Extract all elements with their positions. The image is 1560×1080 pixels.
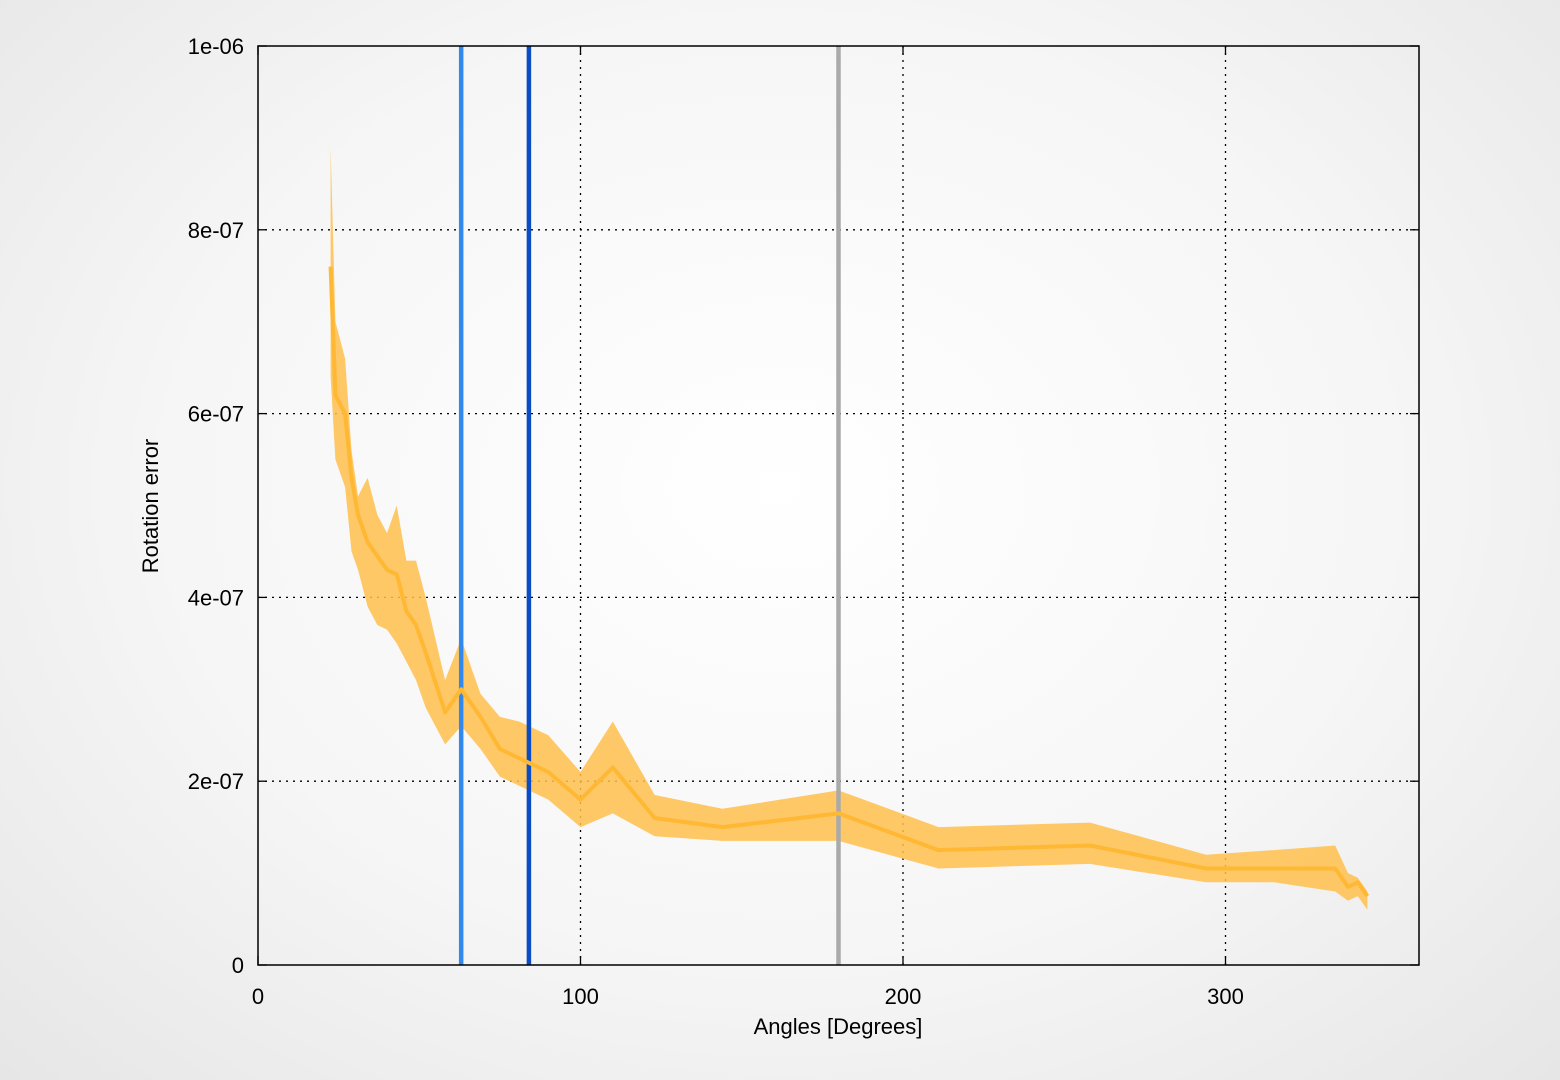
x-tick-label: 100 (562, 984, 599, 1009)
y-tick-label: 2e-07 (188, 769, 244, 794)
mean-lines (328, 266, 1370, 898)
x-tick-label: 0 (252, 984, 264, 1009)
y-tick-label: 1e-06 (188, 34, 244, 59)
axis-ticks (257, 45, 1419, 966)
x-tick-label: 300 (1207, 984, 1244, 1009)
error-band (330, 147, 1368, 910)
y-tick-label: 4e-07 (188, 585, 244, 610)
plot-frame (257, 45, 1420, 966)
grid-lines (258, 46, 1419, 965)
y-tick-label: 0 (232, 953, 244, 978)
x-tick-label: 200 (885, 984, 922, 1009)
mean-line (328, 266, 1370, 898)
x-axis-title: Angles [Degrees] (754, 1014, 923, 1039)
y-tick-label: 6e-07 (188, 402, 244, 427)
x-tick-labels: 0 100 200 300 (252, 984, 1244, 1009)
error-bands (330, 147, 1368, 910)
y-tick-label: 8e-07 (188, 218, 244, 243)
y-tick-labels: 0 2e-07 4e-07 6e-07 8e-07 1e-06 (188, 34, 244, 978)
y-axis-title: Rotation error (138, 439, 163, 574)
